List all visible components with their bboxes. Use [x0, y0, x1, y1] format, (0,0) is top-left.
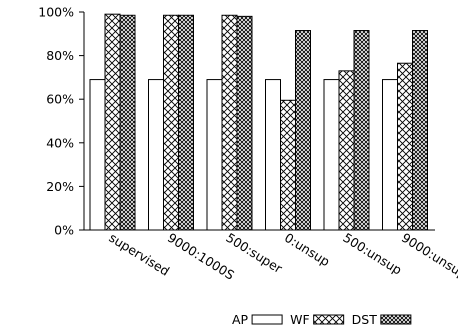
bar-wf-9000-unsup — [397, 62, 413, 231]
y-tick-label: 40% — [46, 135, 74, 150]
bar-ap-9000-unsup — [382, 79, 398, 231]
bar-ap-supervised — [89, 79, 106, 231]
bar-dst-500-unsup — [353, 30, 370, 231]
bar-ap-500-unsup — [323, 79, 340, 231]
x-category-label: 0:unsup — [282, 230, 333, 269]
bar-dst-9000-1000s — [178, 14, 194, 231]
legend-label-dst: DST — [352, 312, 378, 327]
y-tick-label: 100% — [38, 5, 74, 20]
bar-wf-500-unsup — [338, 70, 355, 231]
bar-ap-0-unsup — [265, 79, 281, 231]
plot-area: 0%20%40%60%80%100%supervised9000:1000S50… — [38, 5, 458, 283]
bar-wf-9000-1000s — [163, 14, 179, 231]
bar-wf-0-unsup — [280, 99, 296, 231]
bar-ap-9000-1000s — [148, 79, 164, 231]
legend-swatch-ap — [251, 314, 283, 325]
x-category-label: supervised — [106, 230, 172, 279]
y-tick-label: 60% — [46, 92, 74, 107]
y-tick-label: 0% — [54, 223, 74, 238]
legend-swatch-dst — [380, 314, 412, 325]
bar-dst-0-unsup — [295, 30, 311, 231]
bar-dst-supervised — [119, 14, 136, 231]
bar-dst-9000-unsup — [412, 30, 428, 231]
x-category-label: 9000:unsup — [399, 230, 458, 282]
bar-dst-500-super — [236, 15, 253, 231]
y-tick-label: 80% — [46, 48, 74, 63]
legend-label-wf: WF — [290, 312, 310, 327]
legend-swatch-wf — [313, 314, 345, 325]
y-tick-label: 20% — [46, 179, 74, 194]
bar-ap-500-super — [206, 79, 223, 231]
bar-wf-500-super — [221, 14, 238, 231]
x-category-label: 500:unsup — [340, 230, 404, 278]
legend: AP WF DST — [232, 312, 412, 327]
legend-label-ap: AP — [232, 312, 249, 327]
bar-wf-supervised — [104, 13, 121, 231]
